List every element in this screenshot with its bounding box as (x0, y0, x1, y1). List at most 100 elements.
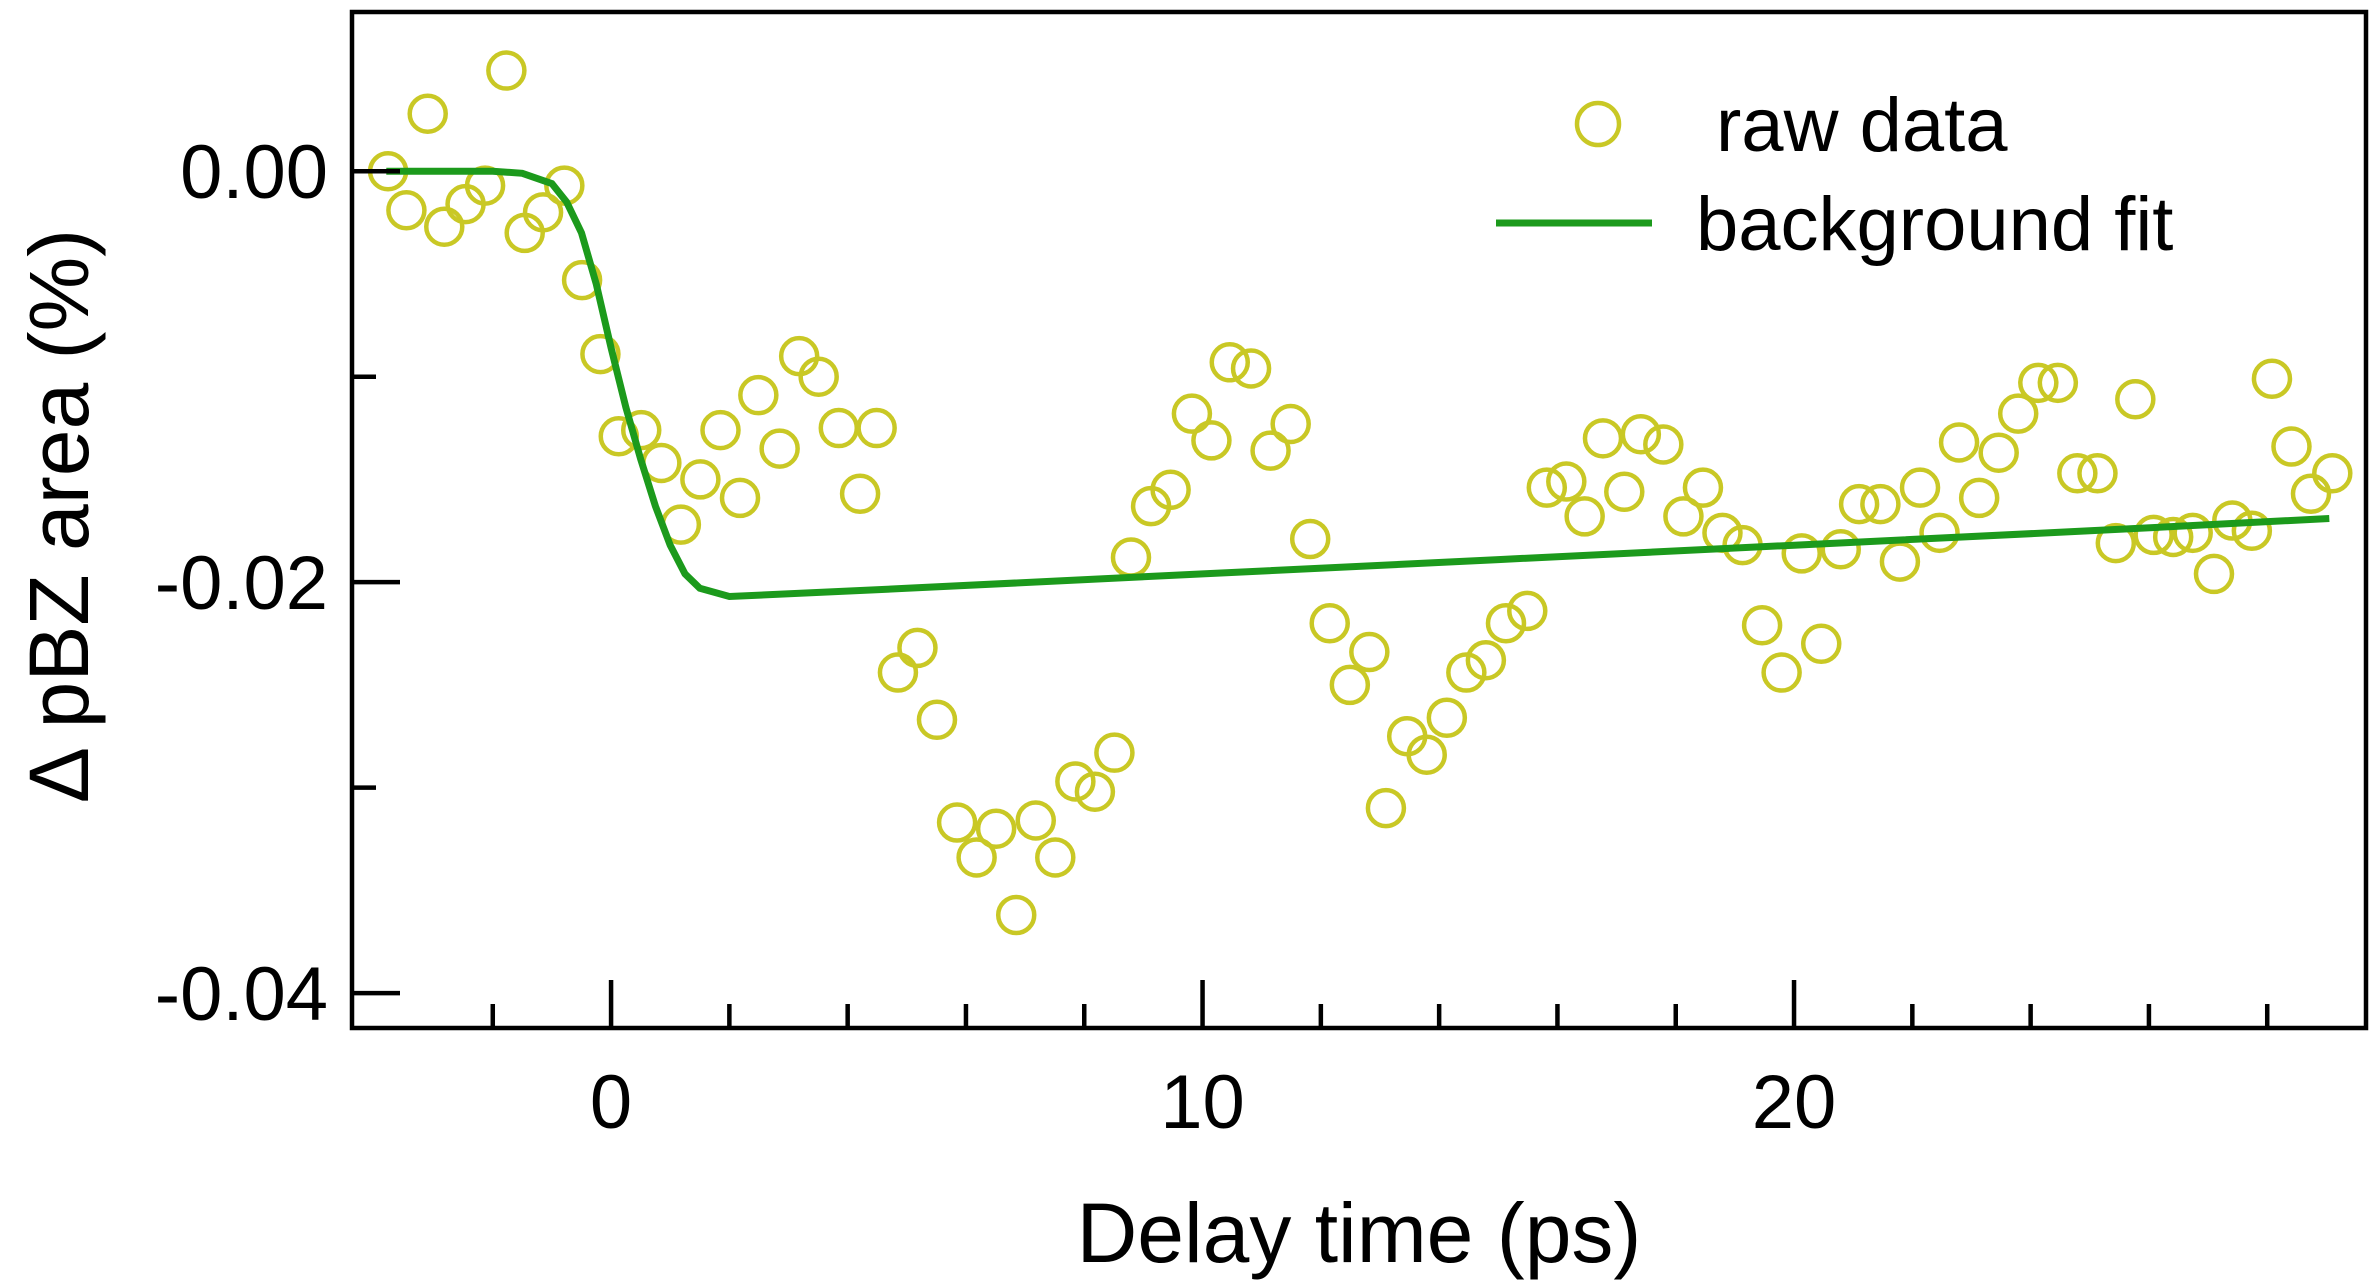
data-point (1035, 837, 1076, 878)
data-point (916, 699, 958, 741)
data-point (2057, 453, 2098, 494)
data-point (680, 459, 721, 500)
data-point (424, 206, 465, 247)
data-point (2152, 516, 2194, 558)
data-point (759, 428, 800, 469)
data-point (1485, 602, 1527, 644)
data-point (1349, 631, 1390, 673)
data-point (386, 190, 427, 231)
x-axis-label: Delay time (ps) (1077, 1186, 1642, 1280)
data-point (856, 407, 897, 449)
data-point (620, 409, 662, 451)
data-point (1329, 664, 1371, 706)
data-point (1055, 761, 1096, 802)
x-tick-label: 0 (590, 1060, 632, 1145)
data-point (1800, 623, 1842, 665)
data-point (738, 374, 779, 416)
data-point (2077, 453, 2118, 494)
data-point (1270, 403, 1311, 445)
data-point (700, 409, 741, 451)
data-point (839, 473, 881, 515)
data-point (1406, 734, 1447, 775)
plot-frame (349, 9, 2369, 1031)
data-point (407, 93, 448, 134)
data-point (2271, 426, 2312, 467)
data-point (1426, 697, 1468, 739)
data-point (936, 802, 978, 843)
data-point (486, 50, 527, 91)
data-point (1643, 424, 1684, 465)
data-point (1365, 787, 1407, 829)
data-point (2290, 473, 2332, 515)
data-point (1564, 496, 1605, 537)
data-point (2115, 379, 2156, 420)
data-point (1191, 420, 1232, 461)
data-point (798, 356, 839, 397)
data-point (1620, 413, 1662, 455)
data-point (975, 808, 1017, 849)
data-point (1110, 537, 1152, 578)
data-point (2133, 514, 2174, 556)
data-point (580, 333, 621, 375)
data-point (1938, 422, 1980, 463)
legend-marker (1574, 100, 1622, 148)
data-point (1074, 771, 1116, 812)
data-point (2037, 362, 2079, 404)
data-point (956, 837, 997, 878)
data-point (778, 335, 820, 377)
data-point (897, 627, 938, 669)
data-point (1958, 477, 2000, 519)
data-point (1150, 469, 1191, 510)
y-tick-label: -0.02 (155, 541, 328, 626)
data-point (1919, 512, 1960, 554)
data-point (1465, 639, 1507, 681)
data-point (1526, 467, 1568, 508)
y-tick-label: 0.00 (180, 130, 328, 215)
data-point (2095, 522, 2137, 564)
data-point (1879, 541, 1921, 582)
data-point (818, 407, 860, 449)
data-point (1761, 652, 1802, 693)
data-point (2193, 553, 2235, 595)
data-point (1015, 800, 1057, 841)
legend-label: raw data (1716, 83, 2008, 168)
data-point (1860, 483, 1901, 525)
data-point (1289, 518, 1331, 560)
data-point (1209, 342, 1251, 383)
y-axis-label: Δ pBZ area (%) (12, 229, 106, 803)
data-point (1309, 602, 1350, 644)
data-point (1741, 605, 1783, 646)
y-tick-label: -0.04 (155, 952, 328, 1037)
x-tick-label: 10 (1160, 1060, 1245, 1145)
data-point (1978, 432, 2019, 473)
data-point (1899, 467, 1941, 508)
data-point (1997, 393, 2039, 434)
data-point (1446, 652, 1487, 693)
data-point (561, 259, 603, 301)
legend-label: background fit (1696, 182, 2173, 267)
data-point (2172, 512, 2213, 554)
data-point (1663, 496, 1704, 537)
data-point (1546, 461, 1587, 502)
data-point (1250, 430, 1291, 471)
data-point (1682, 467, 1724, 508)
data-point (1838, 483, 1880, 525)
fit-line (386, 167, 2330, 601)
data-point (1230, 348, 1272, 389)
x-tick-label: 20 (1752, 1060, 1837, 1145)
data-point (1507, 590, 1548, 632)
data-point (522, 192, 564, 233)
data-point (2312, 453, 2353, 494)
data-point (1171, 393, 1213, 434)
data-point (1582, 418, 1624, 459)
data-point (2231, 510, 2273, 552)
data-point (2251, 358, 2293, 399)
data-point (464, 165, 506, 206)
data-point (1604, 471, 1645, 512)
data-point (1820, 529, 1862, 570)
data-point (719, 477, 761, 519)
data-point (1781, 533, 1822, 574)
data-point (1094, 732, 1135, 773)
